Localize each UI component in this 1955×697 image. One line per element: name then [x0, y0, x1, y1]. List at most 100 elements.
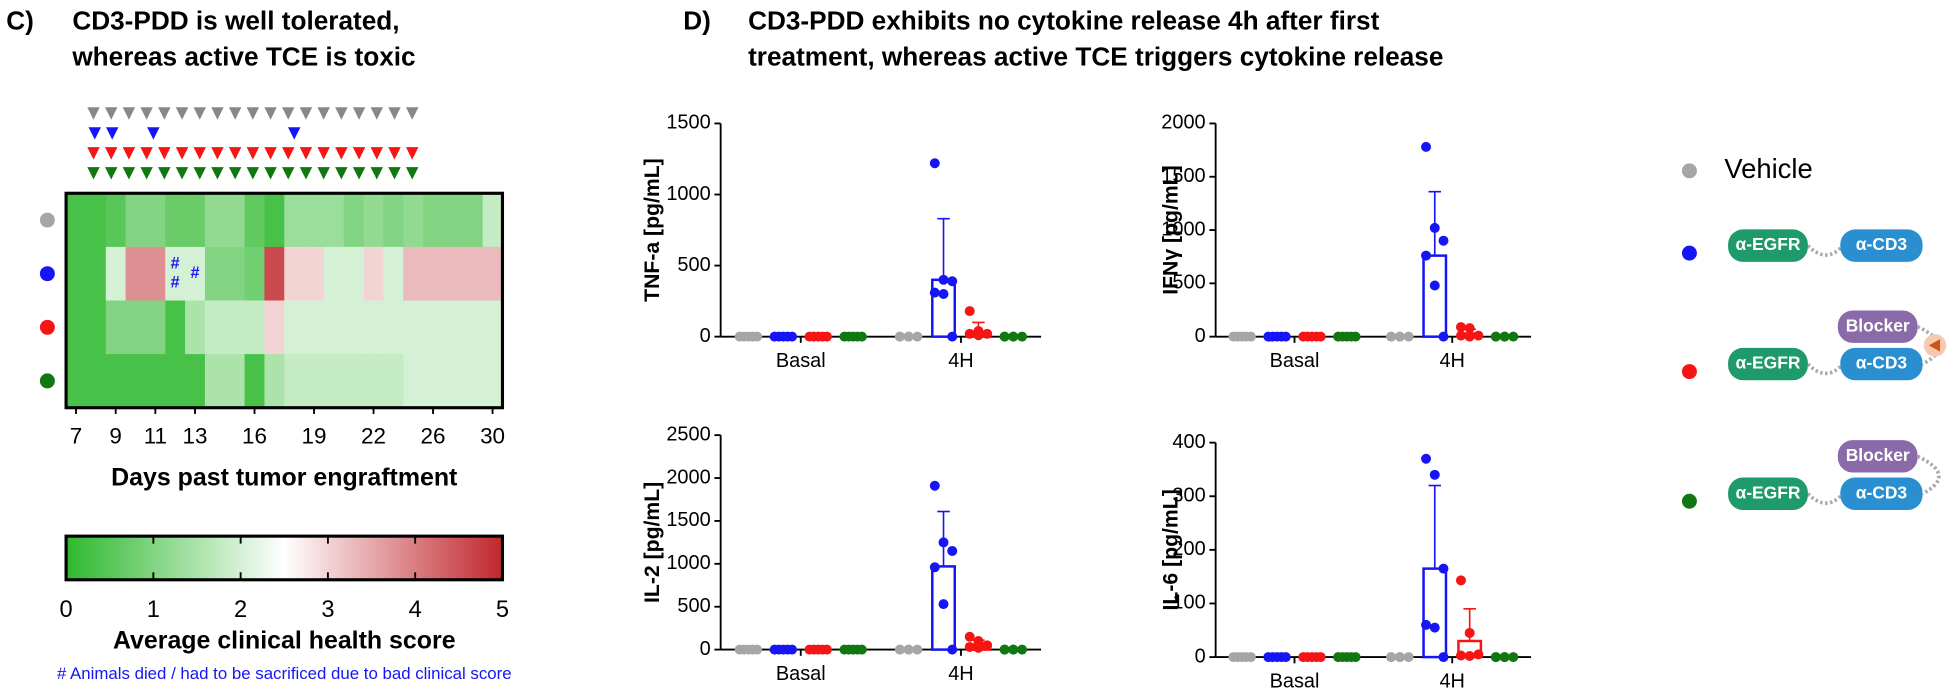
- data-point: [1403, 331, 1414, 342]
- cleavage-arrow: [1928, 339, 1941, 352]
- data-point: [894, 331, 905, 342]
- heat-cell: [224, 354, 245, 409]
- heat-cell: [244, 300, 265, 355]
- heat-cell: [403, 354, 424, 409]
- dosing-triangle: [264, 107, 277, 120]
- dosing-triangle: [211, 147, 224, 160]
- heat-cell: [482, 246, 503, 301]
- data-point: [1464, 627, 1475, 638]
- heat-cell: [403, 246, 424, 301]
- heat-cell: [462, 193, 484, 248]
- heat-cell: [363, 246, 384, 301]
- y-tick-label: 500: [677, 254, 710, 276]
- dosing-triangle: [158, 107, 171, 120]
- dosing-triangle: [335, 167, 348, 180]
- heat-cell: [105, 354, 126, 409]
- data-point: [752, 331, 763, 342]
- heat-cell: [165, 300, 186, 355]
- heat-cell: [442, 246, 464, 301]
- heat-cell: [423, 300, 444, 355]
- dosing-triangle: [193, 167, 206, 180]
- legend-marker: [1681, 364, 1697, 380]
- x-tick-label: Basal: [776, 350, 826, 372]
- heat-cell: [383, 354, 404, 409]
- data-point: [973, 330, 984, 341]
- y-tick-label: 2000: [1161, 112, 1205, 134]
- panel-label: D): [683, 5, 711, 35]
- dosing-triangle: [228, 107, 242, 120]
- x-tick-label: 30: [480, 424, 505, 449]
- heat-cell: [284, 354, 305, 409]
- y-axis-label: IL-6 [pg/mL]: [1160, 489, 1183, 610]
- data-point: [1455, 322, 1466, 333]
- heat-cell: [66, 193, 87, 248]
- data-point: [856, 331, 867, 342]
- heat-cell: [462, 246, 484, 301]
- y-tick-label: 500: [677, 595, 710, 617]
- heat-cell: [145, 300, 166, 355]
- heat-cell: [125, 246, 146, 301]
- x-tick-label: Basal: [1270, 670, 1320, 692]
- dosing-triangle: [87, 167, 100, 180]
- x-tick-label: 19: [302, 424, 327, 449]
- heat-cell: [165, 193, 186, 248]
- heat-cell: [165, 354, 186, 409]
- y-tick-label: 1000: [666, 552, 710, 574]
- data-point: [1464, 331, 1475, 342]
- heat-cell: [165, 246, 186, 301]
- data-point: [929, 158, 940, 169]
- dosing-triangle: [405, 107, 419, 120]
- egfr-domain-label: α-EGFR: [1735, 234, 1800, 254]
- data-point: [938, 289, 949, 300]
- dosing-triangle: [104, 147, 118, 160]
- data-point: [1280, 331, 1291, 342]
- data-point: [1455, 330, 1466, 341]
- death-mark: #: [171, 273, 180, 291]
- y-tick-label: 0: [700, 638, 711, 660]
- heat-cell: [85, 246, 107, 301]
- x-tick-label: 4H: [948, 663, 973, 685]
- data-point: [903, 331, 914, 342]
- heat-cell: [66, 246, 87, 301]
- heat-cell: [323, 300, 345, 355]
- data-point: [912, 644, 923, 655]
- data-point: [1280, 652, 1291, 663]
- data-point: [929, 480, 940, 491]
- heat-cell: [125, 300, 146, 355]
- colorbar-tick-label: 0: [59, 597, 72, 623]
- data-point: [1350, 652, 1361, 663]
- data-point: [982, 328, 993, 339]
- dosing-triangle: [405, 147, 419, 160]
- heat-cell: [383, 246, 404, 301]
- data-point: [1429, 222, 1440, 233]
- x-tick-label: 4H: [1439, 350, 1465, 372]
- heat-cell: [204, 354, 226, 409]
- heat-cell: [442, 300, 464, 355]
- cd3-domain-label: α-CD3: [1856, 482, 1908, 502]
- heat-cell: [66, 300, 87, 355]
- data-point: [894, 644, 905, 655]
- panel-label: C): [6, 5, 34, 35]
- cd3-domain: [1840, 229, 1923, 262]
- heat-cell: [343, 300, 364, 355]
- x-tick-label: 7: [70, 424, 82, 449]
- row-marker: [39, 319, 55, 335]
- heat-cell: [442, 193, 464, 248]
- y-tick-label: 0: [1195, 645, 1206, 667]
- dosing-triangle: [88, 127, 101, 140]
- colorbar-tick-label: 5: [496, 597, 509, 623]
- data-point: [1438, 563, 1449, 574]
- cd3-domain-label: α-CD3: [1856, 234, 1908, 254]
- y-tick-label: 1500: [1161, 165, 1205, 187]
- dosing-triangle: [288, 127, 301, 140]
- egfr-domain: [1728, 347, 1808, 381]
- data-point: [903, 644, 914, 655]
- panel-title: CD3-PDD is well tolerated,: [72, 5, 399, 35]
- heat-cell: [185, 246, 206, 301]
- data-point: [973, 642, 984, 653]
- y-axis-label: IL-2 [pg/mL]: [641, 482, 664, 603]
- heat-cell: [244, 193, 265, 248]
- data-point: [1017, 331, 1028, 342]
